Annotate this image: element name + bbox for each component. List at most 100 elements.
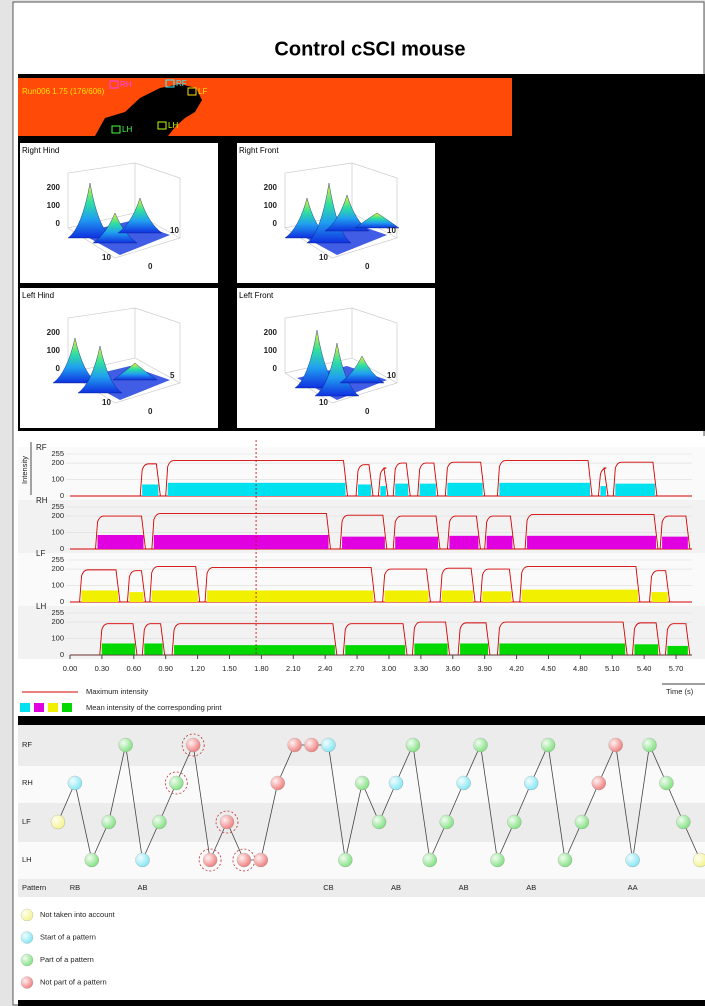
separator [18,1000,705,1006]
legend-shine [21,932,33,944]
x-tick-label: 3.30 [414,664,429,673]
paw-label: LH [168,121,178,130]
footfall-shine [423,853,437,867]
footfall-shine [321,738,335,752]
footfall-shine [474,738,488,752]
x-tick-label: 1.80 [254,664,269,673]
row-band [18,897,705,1000]
footfall-shine [457,776,471,790]
mean-intensity [168,483,346,496]
pressure-plot: Right Front200100010010 [237,143,435,283]
row-band [18,842,705,879]
mean-intensity [634,644,658,655]
mean-intensity [152,590,198,602]
row-label: RH [22,778,33,787]
mean-intensity [442,590,473,602]
y-tick-label: 0 [60,491,64,500]
pattern-chart: RFRHLFLHPatternRBABCBABABABAANot taken i… [18,725,705,1000]
mean-intensity [499,643,625,655]
x-axis-title: Time (s) [666,687,694,696]
plot-title: Right Front [239,146,279,155]
footfall-shine [119,738,133,752]
mean-intensity [460,643,488,655]
row-label: RF [22,740,32,749]
x-tick-label: 5.70 [669,664,684,673]
plot-title: Right Hind [22,146,59,155]
pattern-label: AB [137,883,147,892]
y-tick-label: 100 [51,528,64,537]
y-axis-title: Intensity [20,456,29,484]
x-tick-label: 2.10 [286,664,301,673]
mean-intensity [358,484,371,496]
footfall-shine [406,738,420,752]
mean-intensity [414,643,447,655]
separator [18,716,705,725]
mean-intensity [449,536,478,549]
pattern-label: CB [323,883,333,892]
footfall-shine [136,853,150,867]
footfall-shine [338,853,352,867]
footfall-shine [541,738,555,752]
legend-shine [21,977,33,989]
footfall-shine [389,776,403,790]
footfall-shine [254,853,268,867]
footfall-shine [440,815,454,829]
mean-intensity [380,486,386,496]
mean-intensity [447,483,482,496]
legend-swatch [62,703,72,712]
legend-swatch [20,703,30,712]
y-tick-label: 200 [51,564,64,573]
figure-title: Control cSCI mouse [274,38,465,60]
z-tick-label: 200 [264,328,278,337]
z-tick-label: 200 [264,183,278,192]
pattern-title: Pattern [22,883,46,892]
legend-label: Start of a pattern [40,932,96,941]
mean-intensity [174,645,335,655]
x-tick-label: 3.60 [445,664,460,673]
y-tick-label: 100 [51,475,64,484]
footfall-shine [626,853,640,867]
footfall-shine [676,815,690,829]
footfall-shine [68,776,82,790]
run-label: Run006 1.75 (176/606) [22,87,105,96]
y-tick-label: 255 [51,555,64,564]
pattern-label: AB [459,883,469,892]
mean-intensity [522,590,638,602]
pattern-label: AB [391,883,401,892]
mean-intensity [395,537,438,549]
x-tick-label: 0.30 [95,664,110,673]
y-tick-label: 10 [170,226,179,235]
y-tick-label: 100 [51,581,64,590]
pattern-label: AA [628,883,638,892]
row-band [18,879,705,897]
mean-intensity [527,536,656,549]
y-tick-label: 200 [51,617,64,626]
y-tick-label: 255 [51,502,64,511]
plot-bg [20,143,218,283]
footfall-shine [372,815,386,829]
x-tick-label: 10 [102,398,111,407]
mean-intensity [82,590,118,602]
mean-intensity [420,484,436,496]
footfall-shine [305,738,319,752]
x-tick-label: 4.20 [509,664,524,673]
mean-intensity [345,645,405,655]
x-tick-label: 3.00 [382,664,397,673]
mean-intensity [385,590,429,602]
row-label: LH [36,602,46,611]
row-label: LF [22,817,31,826]
y-tick-label: 5 [170,371,175,380]
mean-intensity [142,484,158,496]
footfall-shine [490,853,504,867]
z-tick-label: 200 [47,328,61,337]
footfall-shine [609,738,623,752]
legend-mean-label: Mean intensity of the corresponding prin… [86,703,222,712]
mean-intensity [144,643,162,655]
mean-intensity [499,483,590,496]
legend-swatch [34,703,44,712]
mean-intensity [615,484,655,496]
legend-label: Not part of a pattern [40,977,107,986]
mean-intensity [154,535,329,549]
